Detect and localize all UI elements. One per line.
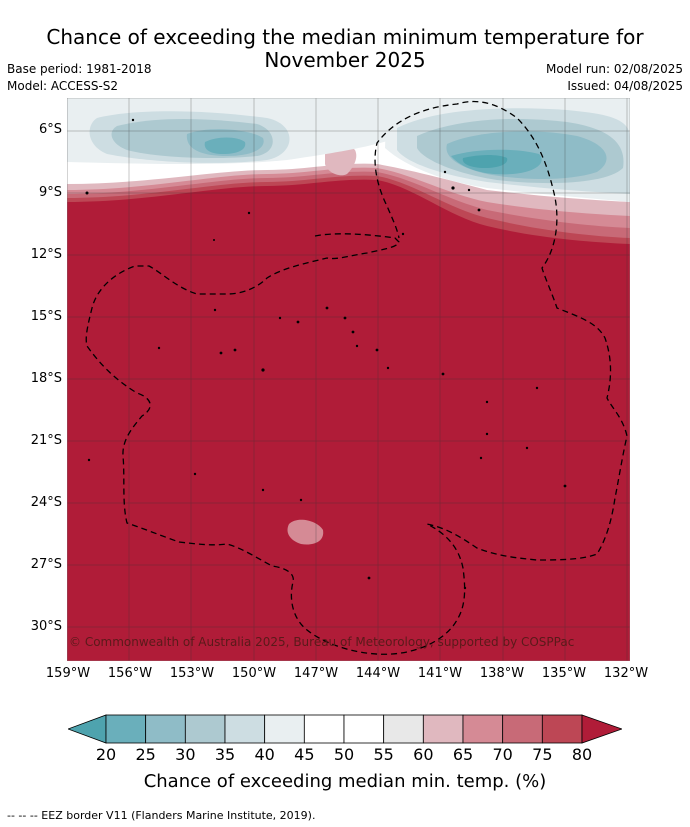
lon-label-150w: 150°W xyxy=(231,666,277,681)
probability-map: © Commonwealth of Australia 2025, Bureau… xyxy=(67,98,630,661)
pale-patch-south xyxy=(287,519,324,545)
colorbar-segment xyxy=(462,714,504,744)
lon-label-132w: 132°W xyxy=(603,666,649,681)
issued-date: Issued: 04/08/2025 xyxy=(567,79,683,93)
lat-label-30s: 30°S xyxy=(30,619,62,634)
lat-label-21s: 21°S xyxy=(30,433,62,448)
colorbar-segment xyxy=(184,714,226,744)
lon-label-141w: 141°W xyxy=(417,666,463,681)
lat-label-27s: 27°S xyxy=(30,557,62,572)
colorbar-tick: 65 xyxy=(452,745,474,764)
colorbar-segment xyxy=(264,714,305,744)
lon-label-138w: 138°W xyxy=(479,666,525,681)
map-title-line2: November 2025 xyxy=(264,48,426,72)
model-name: Model: ACCESS-S2 xyxy=(7,79,119,93)
colorbar xyxy=(68,714,622,744)
colorbar-tick: 20 xyxy=(95,745,117,764)
copyright-text: © Commonwealth of Australia 2025, Bureau… xyxy=(69,635,574,649)
colorbar-tick: 40 xyxy=(254,745,275,764)
colorbar-tick: 55 xyxy=(373,745,394,764)
colorbar-label: Chance of exceeding median min. temp. (%… xyxy=(143,771,547,792)
model-run: Model run: 02/08/2025 xyxy=(545,62,683,76)
colorbar-extend-low xyxy=(68,714,107,744)
lon-label-156w: 156°W xyxy=(107,666,153,681)
colorbar-segment xyxy=(224,714,266,744)
eez-border xyxy=(85,100,628,655)
eez-legend-note: -- -- -- EEZ border V11 (Flanders Marine… xyxy=(7,809,316,822)
cool-patch-west-center xyxy=(204,137,246,154)
lat-label-24s: 24°S xyxy=(30,495,62,510)
colorbar-tick: 25 xyxy=(135,745,156,764)
colorbar-tick: 70 xyxy=(492,745,513,764)
colorbar-segment xyxy=(105,714,147,744)
lon-label-147w: 147°W xyxy=(293,666,339,681)
colorbar-tick: 80 xyxy=(571,745,593,764)
lat-label-9s: 9°S xyxy=(38,185,62,200)
lat-label-6s: 6°S xyxy=(38,122,62,137)
colorbar-tick: 45 xyxy=(294,745,315,764)
colorbar-tick: 50 xyxy=(333,745,355,764)
colorbar-segment xyxy=(383,714,424,744)
islands xyxy=(85,118,567,590)
lon-label-159w: 159°W xyxy=(45,666,91,681)
lon-label-153w: 153°W xyxy=(169,666,215,681)
colorbar-tick: 60 xyxy=(413,745,434,764)
base-period: Base period: 1981-2018 xyxy=(7,62,152,76)
lat-label-18s: 18°S xyxy=(30,371,62,386)
colorbar-tick: 75 xyxy=(532,745,553,764)
cool-patch-east-inner xyxy=(462,155,508,168)
colorbar-segment xyxy=(541,714,583,744)
lon-label-144w: 144°W xyxy=(355,666,401,681)
colorbar-segment xyxy=(502,714,543,744)
graticule xyxy=(67,98,630,661)
map-title-line1: Chance of exceeding the median minimum t… xyxy=(46,25,644,49)
colorbar-segment xyxy=(343,714,385,744)
colorbar-segment xyxy=(303,714,345,744)
colorbar-tick: 35 xyxy=(214,745,236,764)
colorbar-segment xyxy=(145,714,186,744)
colorbar-extend-high xyxy=(581,714,622,744)
lon-label-135w: 135°W xyxy=(541,666,587,681)
lat-label-15s: 15°S xyxy=(30,309,62,324)
colorbar-tick: 30 xyxy=(175,745,196,764)
lat-label-12s: 12°S xyxy=(30,247,62,262)
colorbar-segment xyxy=(422,714,464,744)
